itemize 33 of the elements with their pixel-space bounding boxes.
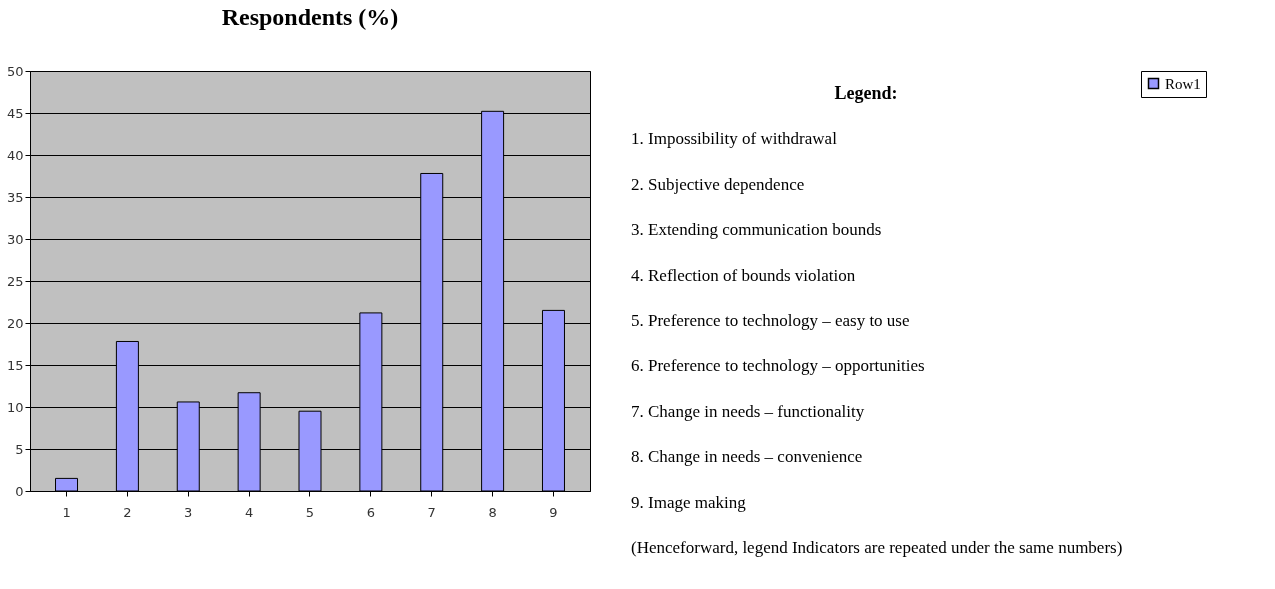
text: 2. Subjective dependence <box>631 174 805 194</box>
text: 1. Impossibility of withdrawal <box>631 129 838 149</box>
x-tick-label: 4 <box>244 504 254 520</box>
x-tick-label: 3 <box>184 504 193 520</box>
x-tick-label: 5 <box>305 504 315 520</box>
y-tick-label: 45 <box>6 105 24 121</box>
x-tick-label: 9 <box>549 504 558 520</box>
text: 6. Preference to technology – opportunities <box>631 356 925 376</box>
text: 4. Reflection of bounds violation <box>631 265 856 285</box>
text: Legend: <box>834 82 898 103</box>
y-tick-label: 35 <box>6 189 24 205</box>
y-tick-label: 10 <box>6 399 24 415</box>
y-tick-label: 0 <box>15 483 24 499</box>
x-tick-label: 7 <box>427 504 436 520</box>
y-tick-label: 20 <box>6 315 24 331</box>
y-tick-label: 5 <box>15 441 24 457</box>
text: 7. Change in needs – functionality <box>631 401 865 421</box>
text: 8. Change in needs – convenience <box>631 447 863 467</box>
text: 5. Preference to technology – easy to use <box>631 311 910 330</box>
y-tick-label: 30 <box>6 231 24 247</box>
text: 3. Extending communication bounds <box>631 220 882 240</box>
x-tick-label: 2 <box>123 504 132 520</box>
y-tick-label: 15 <box>6 357 24 373</box>
x-tick-label: 6 <box>366 504 376 520</box>
text: (Henceforward, legend Indicators are repeated under the same numbers) <box>631 538 1123 558</box>
x-tick-label: 1 <box>62 504 71 520</box>
text: 9. Image making <box>631 492 747 512</box>
chart-title: Respondents (%) <box>221 4 399 30</box>
y-tick-label: 40 <box>6 147 24 163</box>
legend-label: Row1 <box>1165 75 1201 92</box>
y-tick-label: 25 <box>6 273 24 289</box>
y-tick-label: 50 <box>6 63 24 79</box>
x-tick-label: 8 <box>488 504 497 520</box>
